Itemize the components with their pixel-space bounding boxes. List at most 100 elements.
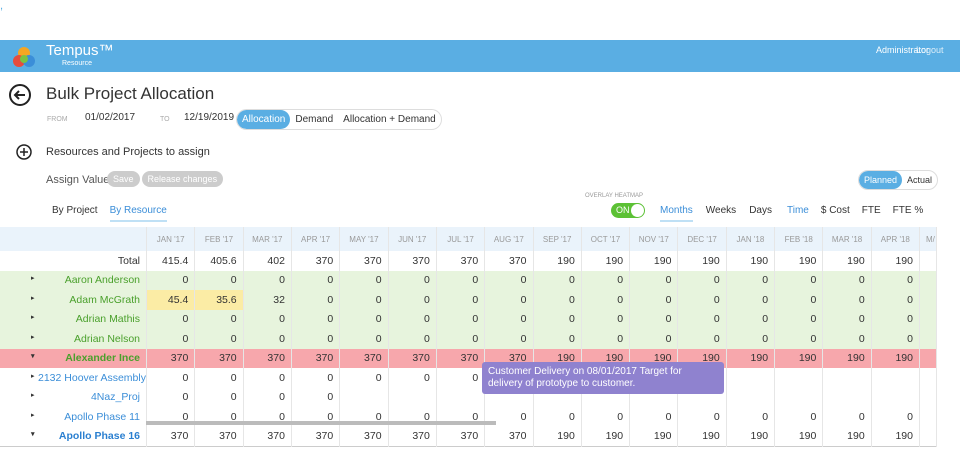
cell: 370 [291,426,341,447]
assign-buttons: Save Release changes [107,171,225,187]
period-tab[interactable]: Days [749,205,772,216]
cell: 0 [726,329,776,349]
assign-button[interactable]: Release changes [141,171,224,187]
to-date[interactable]: 12/19/2019 [184,112,235,123]
cell: 190 [533,251,582,271]
cell: 0 [339,270,389,290]
expand-arrow[interactable]: ▸ [31,294,35,302]
cell: 0 [726,290,776,310]
cell-overflow [919,270,937,290]
cell: 0 [629,309,679,329]
table-row: ▾ Alexander Ince 370 370 370 370 370 370 370 370 1… [0,348,937,368]
cell: 0 [291,270,341,290]
view-mode-tab[interactable]: By Project [52,205,98,216]
cell: 0 [677,290,727,310]
cell: 0 [388,270,437,290]
back-button[interactable] [8,83,32,107]
cell [774,368,824,388]
cell: 402 [243,251,292,271]
cell: 0 [388,329,437,349]
metric-tab[interactable]: Time [787,205,809,216]
cell: 190 [533,426,582,447]
view-tab[interactable]: Demand [295,114,334,125]
add-icon[interactable] [16,144,32,160]
mode-button[interactable]: Actual [907,175,933,185]
cell: 415.4 [146,251,196,271]
dot: , [0,0,4,12]
from-date[interactable]: 01/02/2017 [85,112,136,123]
cell: 0 [871,270,921,290]
cell-overflow [919,251,937,271]
cell: 0 [194,270,244,290]
assign-button[interactable]: Save [107,171,140,187]
cell: 190 [774,426,824,447]
expand-arrow[interactable]: ▸ [31,275,35,283]
metric-tab[interactable]: $ Cost [820,205,850,216]
row-label: Adrian Nelson [74,332,140,345]
row-name[interactable]: ▸ Adam McGrath [0,290,147,310]
cell: 190 [774,348,824,368]
cell: 32 [243,290,292,310]
cell: 370 [146,426,196,447]
cell: 190 [774,251,824,271]
expand-arrow[interactable]: ▾ [31,431,35,439]
mode-button[interactable]: Planned [859,171,903,189]
view-tab[interactable]: Allocation [237,110,291,129]
cell: 370 [388,251,437,271]
cell: 370 [146,348,196,368]
cell: 0 [243,270,292,290]
metric-tab[interactable]: FTE [861,205,881,216]
row-label: Alexander Ince [65,352,140,365]
row-name[interactable]: ▸ 2132 Hoover Assembly... [0,368,147,388]
period-tab[interactable]: Weeks [705,205,737,216]
row-name[interactable]: ▸ 4Naz_Proj [0,387,147,407]
view-tab[interactable]: Allocation + Demand [343,114,436,125]
cell [436,387,486,407]
expand-arrow[interactable]: ▸ [31,314,35,322]
cell: 370 [388,426,437,447]
row-name[interactable]: ▸ Adrian Nelson [0,329,147,349]
expand-arrow[interactable]: ▸ [31,392,35,400]
row-name[interactable]: ▾ Apollo Phase 16 [0,426,147,447]
table-row: ▸ 4Naz_Proj 0 0 0 0 [0,387,937,407]
cell: 370 [436,251,486,271]
expand-arrow[interactable]: ▾ [31,353,35,361]
column-header: DEC '17 [677,227,727,251]
row-label: Apollo Phase 11 [64,410,140,423]
table-row: ▾ Apollo Phase 16 370 370 370 370 370 370 370 370… [0,426,937,447]
row-name[interactable]: ▸ Apollo Phase 11 [0,407,147,427]
header: Tempus™ Resource Administrator Logout [0,40,960,72]
cell: 0 [581,329,631,349]
cell: 0 [243,309,292,329]
cell: 0 [726,407,776,427]
expand-arrow[interactable]: ▸ [31,333,35,341]
cell: 0 [871,309,921,329]
cell: 35.6 [194,290,244,310]
cell: 0 [291,309,341,329]
metric-tab[interactable]: FTE % [892,205,924,216]
overlay-toggle[interactable]: ON [611,203,645,218]
expand-arrow[interactable]: ▸ [31,411,35,419]
cell: 190 [677,251,727,271]
cell: 0 [774,329,824,349]
user[interactable]: Administrator [876,45,930,55]
row-name[interactable]: ▸ Aaron Anderson [0,270,147,290]
logout[interactable]: Logout [916,45,944,55]
row-name[interactable]: ▸ Adrian Mathis [0,309,147,329]
cell: 0 [774,407,824,427]
cell: 0 [677,407,727,427]
expand-arrow[interactable]: ▸ [31,372,35,380]
row-name[interactable]: ▾ Alexander Ince [0,348,147,368]
cell [871,387,921,407]
period-tabs: Months Weeks Days [660,205,785,222]
view-mode-tab[interactable]: By Resource [109,205,167,222]
period-tab[interactable]: Months [660,205,693,222]
table-row: Total 415.4 405.6 402 370 370 370 370 370 190 190 1… [0,251,937,271]
cell: 370 [484,426,534,447]
cell: 0 [291,329,341,349]
toggle-text: ON [616,205,630,215]
cell: 190 [629,251,679,271]
cell: 0 [339,309,389,329]
cell: 0 [629,290,679,310]
cell: 370 [436,426,486,447]
